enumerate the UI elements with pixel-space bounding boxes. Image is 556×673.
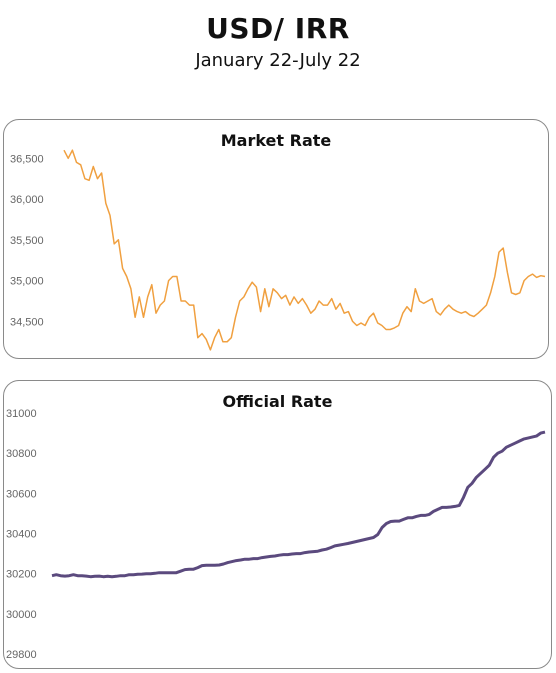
- official-rate-y-tick-label: 30600: [6, 488, 37, 500]
- market-rate-y-tick-label: 35,000: [10, 276, 44, 288]
- market-rate-panel: Market Rate 34,500 35,000 35,500 36,000 36,5…: [3, 119, 549, 359]
- official-rate-y-tick-label: 30800: [6, 448, 37, 460]
- page-title: USD/ IRR: [206, 12, 350, 45]
- official-rate-series-line: [51, 430, 546, 579]
- market-rate-y-tick-label: 36,500: [10, 153, 44, 165]
- market-rate-y-tick-label: 35,500: [10, 235, 44, 247]
- official-rate-y-tick-label: 30400: [6, 529, 37, 541]
- market-rate-title: Market Rate: [220, 131, 332, 150]
- page-subtitle: January 22-July 22: [195, 50, 361, 71]
- market-rate-series-line: [63, 149, 546, 351]
- official-rate-y-tick-label: 31000: [6, 408, 37, 420]
- official-rate-title: Official Rate: [222, 392, 333, 411]
- official-rate-y-tick-label: 30200: [6, 569, 37, 581]
- official-rate-y-tick-label: 29800: [6, 649, 37, 661]
- market-rate-y-tick-label: 36,000: [10, 194, 44, 206]
- official-rate-chart: 29800 30000 30200 30400 30600 30800 31000: [6, 408, 546, 661]
- official-rate-panel: Official Rate 29800 30000 30200 30400 30600 3…: [3, 380, 552, 669]
- official-rate-y-tick-label: 30000: [6, 609, 37, 621]
- market-rate-y-tick-label: 34,500: [10, 316, 44, 328]
- market-rate-chart: 34,500 35,000 35,500 36,000 36,500: [10, 149, 546, 351]
